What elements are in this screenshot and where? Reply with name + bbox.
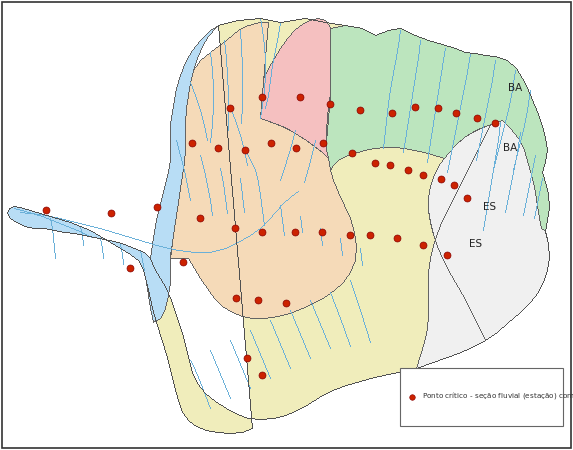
Text: BA: BA	[503, 143, 517, 153]
Text: ES: ES	[469, 239, 482, 249]
Text: ES: ES	[484, 202, 497, 212]
FancyBboxPatch shape	[400, 368, 563, 426]
Text: Ponto crítico - seção fluvial (estação) com r$_{7,10}$ ≤ 10% Q$_{mlp}$: Ponto crítico - seção fluvial (estação) …	[422, 391, 573, 403]
Text: BA: BA	[508, 83, 522, 93]
